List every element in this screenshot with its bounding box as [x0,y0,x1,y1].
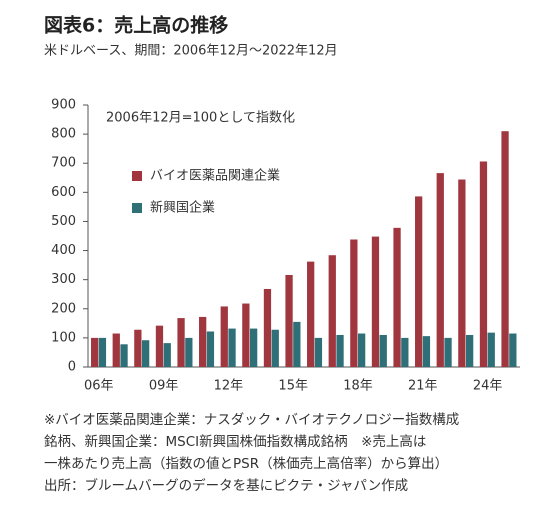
bar [263,288,272,367]
bar [220,306,228,367]
bar [436,173,444,367]
bar [314,337,323,367]
y-tick-label: 400 [51,243,76,258]
legend-swatch [132,203,142,213]
bar [371,236,380,367]
bar [293,321,301,367]
x-tick-label: 12年 [214,379,244,394]
bar [415,196,423,367]
y-tick-label: 800 [51,127,76,142]
x-tick-label: 24年 [473,379,503,394]
bar [228,328,236,367]
y-tick-label: 0 [68,360,76,375]
bar [479,161,488,367]
bar [422,336,431,367]
y-tick-label: 200 [51,301,76,316]
bar [134,329,142,367]
bar [271,329,279,367]
bar [307,261,315,367]
y-tick-label: 900 [51,98,76,113]
bar [501,131,509,367]
bar [199,316,207,367]
footnote: 銘柄、新興国企業：MSCI新興国株価指数構成銘柄 ※売上高は [44,433,426,450]
bar [250,328,258,367]
bar [401,337,409,367]
bar [458,179,466,367]
x-tick-label: 15年 [278,379,308,394]
y-tick-label: 600 [51,185,76,200]
footnote: ※バイオ医薬品関連企業：ナスダック・バイオテクノロジー指数構成 [44,411,459,428]
bar [242,303,250,367]
legend-label: バイオ医薬品関連企業 [150,168,280,184]
x-tick-label: 18年 [343,379,373,394]
y-tick-label: 300 [51,272,76,287]
bar [393,227,401,367]
bar [487,332,495,367]
bar [185,337,193,367]
bar [155,325,164,367]
y-tick-label: 100 [51,330,76,345]
chart-subtitle: 米ドルベース、期間：2006年12月～2022年12月 [44,44,338,59]
bar [120,344,128,367]
annotation: 2006年12月=100として指数化 [106,111,295,126]
y-tick-label: 500 [51,214,76,229]
bar [336,334,344,367]
bar [328,255,336,367]
bar [142,340,150,367]
bar [285,275,293,367]
footnote: 一株あたり売上高（指数の値とPSR（株価売上高倍率）から算出） [44,455,448,472]
bar [379,334,387,367]
bar [177,318,185,367]
bar [98,337,107,367]
y-tick-label: 700 [51,156,76,171]
bar [112,333,120,367]
bar [206,331,215,367]
bar [444,337,452,367]
bar [509,333,517,367]
bar [91,337,99,367]
legend-swatch [132,171,142,181]
x-tick-label: 09年 [149,379,179,394]
chart-title: 図表6：売上高の推移 [44,14,228,37]
legend-label: 新興国企業 [150,200,215,216]
bar [466,334,474,367]
bar [163,343,171,367]
x-tick-label: 06年 [84,379,114,394]
x-tick-label: 21年 [408,379,438,394]
footnote: 出所：ブルームバーグのデータを基にピクテ・ジャパン作成 [44,477,408,494]
bar [350,239,358,367]
bar [358,333,366,367]
